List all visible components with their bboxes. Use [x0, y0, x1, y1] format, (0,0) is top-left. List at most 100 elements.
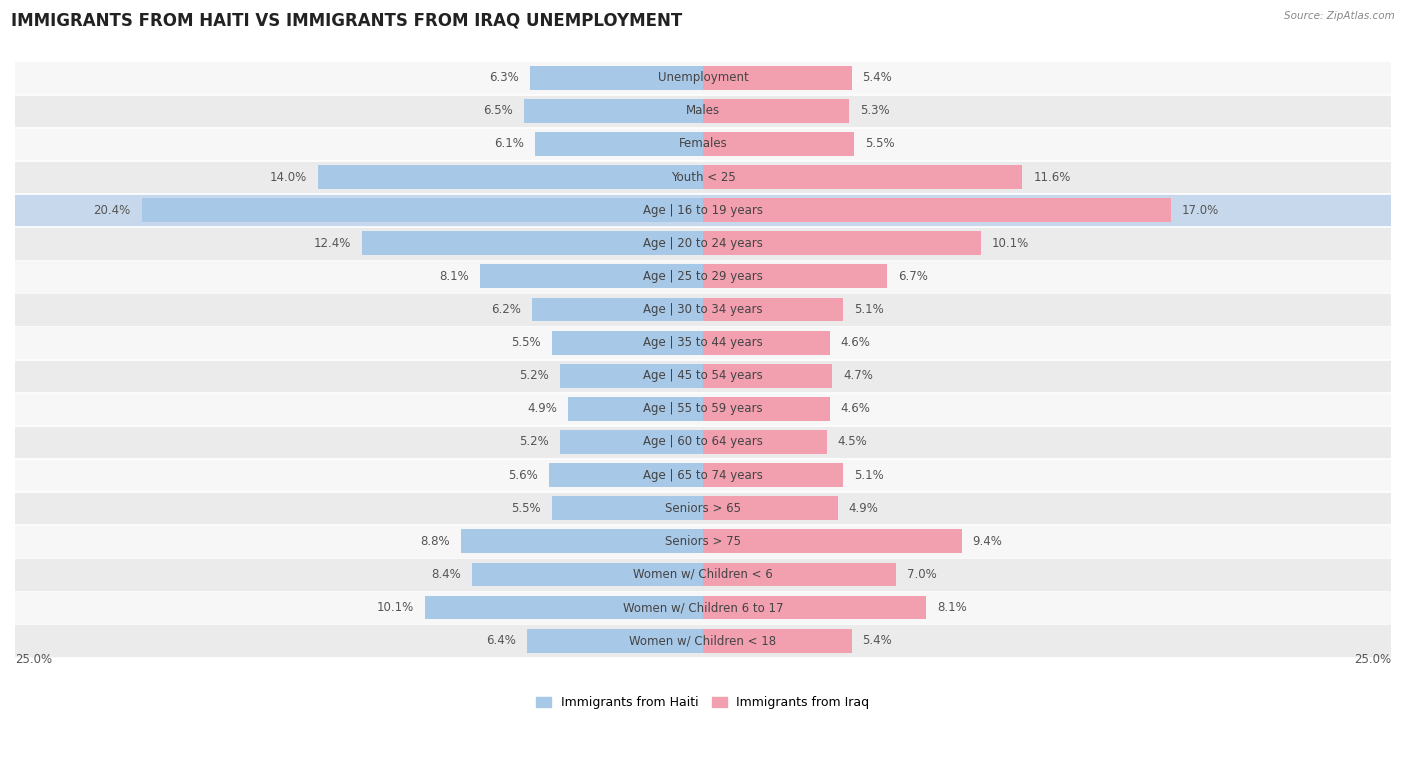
Bar: [472, 562, 703, 587]
Text: 9.4%: 9.4%: [973, 535, 1002, 548]
Text: 8.1%: 8.1%: [936, 601, 967, 614]
Text: 14.0%: 14.0%: [270, 170, 307, 183]
Bar: [15, 559, 1391, 590]
Text: 5.5%: 5.5%: [510, 336, 541, 349]
Text: 4.5%: 4.5%: [838, 435, 868, 448]
Text: 12.4%: 12.4%: [314, 237, 350, 250]
Text: 8.4%: 8.4%: [432, 568, 461, 581]
Text: 5.1%: 5.1%: [855, 469, 884, 481]
Text: 8.8%: 8.8%: [420, 535, 450, 548]
Bar: [703, 529, 962, 553]
Bar: [703, 66, 852, 89]
Bar: [15, 228, 1391, 258]
Bar: [15, 592, 1391, 623]
Bar: [703, 463, 844, 487]
Bar: [703, 298, 844, 322]
Text: Age | 60 to 64 years: Age | 60 to 64 years: [643, 435, 763, 448]
Text: 10.1%: 10.1%: [993, 237, 1029, 250]
Text: Age | 16 to 19 years: Age | 16 to 19 years: [643, 204, 763, 217]
Bar: [703, 331, 830, 354]
Bar: [15, 459, 1391, 491]
Bar: [551, 331, 703, 354]
Bar: [703, 596, 927, 619]
Bar: [15, 294, 1391, 325]
Text: Women w/ Children < 18: Women w/ Children < 18: [630, 634, 776, 647]
Text: 11.6%: 11.6%: [1033, 170, 1070, 183]
Text: Age | 55 to 59 years: Age | 55 to 59 years: [643, 403, 763, 416]
Bar: [703, 430, 827, 454]
Bar: [15, 427, 1391, 457]
Bar: [15, 625, 1391, 656]
Legend: Immigrants from Haiti, Immigrants from Iraq: Immigrants from Haiti, Immigrants from I…: [531, 691, 875, 715]
Text: 5.5%: 5.5%: [865, 138, 896, 151]
Text: 10.1%: 10.1%: [377, 601, 413, 614]
Text: 6.4%: 6.4%: [486, 634, 516, 647]
Bar: [703, 497, 838, 520]
Text: Age | 30 to 34 years: Age | 30 to 34 years: [643, 303, 763, 316]
Bar: [15, 493, 1391, 523]
Text: Females: Females: [679, 138, 727, 151]
Text: 5.6%: 5.6%: [508, 469, 538, 481]
Text: 5.3%: 5.3%: [860, 104, 890, 117]
Bar: [703, 232, 981, 255]
Bar: [15, 162, 1391, 192]
Bar: [461, 529, 703, 553]
Text: Age | 20 to 24 years: Age | 20 to 24 years: [643, 237, 763, 250]
Text: 5.2%: 5.2%: [519, 435, 548, 448]
Bar: [15, 526, 1391, 556]
Text: Seniors > 75: Seniors > 75: [665, 535, 741, 548]
Bar: [15, 63, 1391, 93]
Bar: [15, 360, 1391, 391]
Bar: [15, 327, 1391, 358]
Text: Age | 65 to 74 years: Age | 65 to 74 years: [643, 469, 763, 481]
Bar: [524, 99, 703, 123]
Bar: [703, 198, 1171, 222]
Bar: [361, 232, 703, 255]
Text: 4.9%: 4.9%: [527, 403, 557, 416]
Text: Women w/ Children < 6: Women w/ Children < 6: [633, 568, 773, 581]
Text: 4.6%: 4.6%: [841, 403, 870, 416]
Bar: [15, 261, 1391, 291]
Bar: [551, 497, 703, 520]
Text: 7.0%: 7.0%: [907, 568, 936, 581]
Bar: [15, 394, 1391, 424]
Text: 6.1%: 6.1%: [495, 138, 524, 151]
Bar: [560, 364, 703, 388]
Text: Age | 35 to 44 years: Age | 35 to 44 years: [643, 336, 763, 349]
Text: Youth < 25: Youth < 25: [671, 170, 735, 183]
Bar: [548, 463, 703, 487]
Bar: [533, 298, 703, 322]
Bar: [15, 129, 1391, 159]
Text: 25.0%: 25.0%: [15, 653, 52, 665]
Bar: [560, 430, 703, 454]
Bar: [568, 397, 703, 421]
Text: 4.7%: 4.7%: [844, 369, 873, 382]
Bar: [536, 132, 703, 156]
Text: IMMIGRANTS FROM HAITI VS IMMIGRANTS FROM IRAQ UNEMPLOYMENT: IMMIGRANTS FROM HAITI VS IMMIGRANTS FROM…: [11, 11, 682, 30]
Text: Age | 45 to 54 years: Age | 45 to 54 years: [643, 369, 763, 382]
Bar: [425, 596, 703, 619]
Text: 6.7%: 6.7%: [898, 270, 928, 283]
Text: 20.4%: 20.4%: [93, 204, 131, 217]
Text: Source: ZipAtlas.com: Source: ZipAtlas.com: [1284, 11, 1395, 21]
Bar: [527, 629, 703, 653]
Bar: [703, 397, 830, 421]
Text: 5.2%: 5.2%: [519, 369, 548, 382]
Bar: [142, 198, 703, 222]
Bar: [530, 66, 703, 89]
Text: 6.2%: 6.2%: [492, 303, 522, 316]
Text: Age | 25 to 29 years: Age | 25 to 29 years: [643, 270, 763, 283]
Bar: [703, 562, 896, 587]
Text: 6.3%: 6.3%: [489, 71, 519, 84]
Bar: [703, 629, 852, 653]
Text: 4.6%: 4.6%: [841, 336, 870, 349]
Bar: [15, 195, 1391, 226]
Text: 5.5%: 5.5%: [510, 502, 541, 515]
Bar: [703, 264, 887, 288]
Bar: [15, 95, 1391, 126]
Text: Seniors > 65: Seniors > 65: [665, 502, 741, 515]
Bar: [318, 165, 703, 189]
Bar: [703, 132, 855, 156]
Text: 8.1%: 8.1%: [439, 270, 470, 283]
Text: 17.0%: 17.0%: [1182, 204, 1219, 217]
